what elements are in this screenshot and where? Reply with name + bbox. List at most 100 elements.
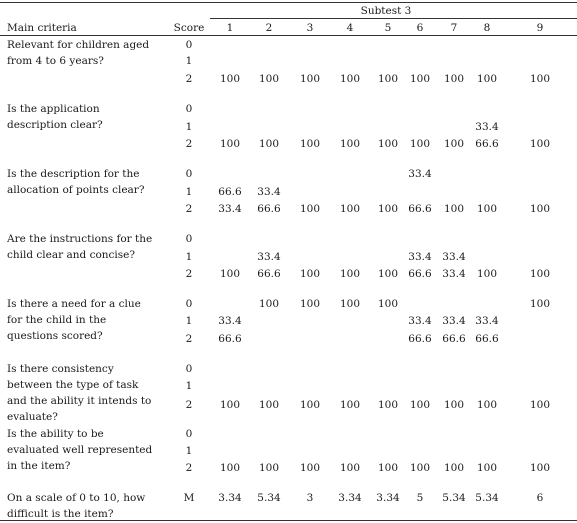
subtest-group-rule [210, 18, 577, 19]
score-label: 1 [185, 186, 193, 198]
table-cell: 66.6 [408, 268, 432, 280]
item-header-2: 2 [265, 22, 273, 34]
score-label: 0 [185, 168, 193, 180]
item-header-6: 6 [416, 22, 424, 34]
table-cell: 100 [476, 462, 498, 474]
table-cell: 33.4 [475, 121, 499, 133]
table-cell: 100 [409, 138, 431, 150]
table-cell: 33.4 [408, 168, 432, 180]
table-cell: 100 [299, 138, 321, 150]
criterion-label: Is the description for the allocation of… [7, 168, 145, 196]
score-label: 1 [185, 315, 193, 327]
table-cell: 100 [529, 138, 551, 150]
score-label: 2 [185, 73, 193, 85]
table-cell: 33.4 [257, 186, 281, 198]
item-header-4: 4 [346, 22, 354, 34]
score-label: 0 [185, 363, 193, 375]
score-label: 1 [185, 380, 193, 392]
score-label: 0 [185, 39, 193, 51]
table-cell: 66.6 [442, 333, 466, 345]
table-cell: 100 [339, 138, 361, 150]
table-cell: 100 [219, 462, 241, 474]
item-header-9: 9 [536, 22, 544, 34]
table-cell: 100 [409, 73, 431, 85]
table-cell: 100 [529, 268, 551, 280]
criterion-label: Is there consistency between the type of… [7, 363, 152, 423]
table-cell: 33.4 [257, 251, 281, 263]
table-cell: 100 [476, 268, 498, 280]
table-cell: 100 [339, 203, 361, 215]
table-cell: 3.34 [338, 492, 362, 504]
table-cell: 100 [299, 399, 321, 411]
table-cell: 66.6 [408, 203, 432, 215]
table-cell: 100 [476, 203, 498, 215]
score-label: 0 [185, 428, 193, 440]
table-cell: 100 [443, 203, 465, 215]
table-cell: 6 [536, 492, 544, 504]
table-cell: 100 [443, 399, 465, 411]
table-cell: 100 [299, 298, 321, 310]
table-cell: 100 [377, 138, 399, 150]
table-cell: 66.6 [408, 333, 432, 345]
table-cell: 100 [443, 138, 465, 150]
table-cell: 100 [339, 73, 361, 85]
score-label: 0 [185, 298, 193, 310]
score-label: 2 [185, 268, 193, 280]
table-cell: 100 [409, 399, 431, 411]
table-cell: 100 [409, 462, 431, 474]
criterion-label: On a scale of 0 to 10, how difficult is … [7, 492, 146, 520]
criterion-label: Is the application description clear? [7, 103, 103, 131]
table-cell: 100 [443, 73, 465, 85]
item-header-3: 3 [306, 22, 314, 34]
table-cell: 100 [299, 73, 321, 85]
table-cell: 100 [377, 399, 399, 411]
criterion-label: Relevant for children aged from 4 to 6 y… [7, 39, 150, 67]
table-cell: 66.6 [257, 203, 281, 215]
table-cell: 66.6 [218, 333, 242, 345]
table-cell: 100 [443, 462, 465, 474]
table-cell: 33.4 [442, 268, 466, 280]
item-header-7: 7 [450, 22, 458, 34]
table-cell: 100 [219, 268, 241, 280]
score-label: 1 [185, 121, 193, 133]
table-cell: 100 [529, 462, 551, 474]
table-cell: 100 [339, 268, 361, 280]
table-cell: 100 [377, 73, 399, 85]
table-cell: 100 [377, 203, 399, 215]
score-label: 0 [185, 103, 193, 115]
score-label: M [183, 492, 195, 504]
table-cell: 5 [416, 492, 424, 504]
table-cell: 100 [377, 298, 399, 310]
main-criteria-header: Main criteria [7, 22, 77, 34]
table-cell: 33.4 [408, 251, 432, 263]
table-cell: 100 [258, 298, 280, 310]
criterion-label: Is the ability to be evaluated well repr… [7, 428, 153, 472]
table-cell: 100 [529, 298, 551, 310]
score-label: 0 [185, 233, 193, 245]
table-cell: 100 [339, 462, 361, 474]
table-cell: 33.4 [475, 315, 499, 327]
table-cell: 100 [299, 268, 321, 280]
table-cell: 33.4 [442, 251, 466, 263]
table-cell: 5.34 [442, 492, 466, 504]
table-cell: 100 [339, 298, 361, 310]
header-rule [0, 35, 577, 36]
criterion-label: Is there a need for a clue for the child… [7, 298, 141, 342]
score-label: 2 [185, 138, 193, 150]
table-cell: 100 [219, 399, 241, 411]
table-cell: 100 [377, 268, 399, 280]
table-cell: 100 [219, 138, 241, 150]
table-cell: 100 [529, 73, 551, 85]
table-cell: 5.34 [475, 492, 499, 504]
table-cell: 3.34 [218, 492, 242, 504]
table-cell: 100 [339, 399, 361, 411]
score-label: 1 [185, 445, 193, 457]
table-cell: 100 [476, 399, 498, 411]
criterion-label: Are the instructions for the child clear… [7, 233, 153, 261]
score-label: 2 [185, 333, 193, 345]
table-cell: 66.6 [218, 186, 242, 198]
score-label: 1 [185, 55, 193, 67]
table-cell: 100 [258, 73, 280, 85]
table-cell: 100 [476, 73, 498, 85]
